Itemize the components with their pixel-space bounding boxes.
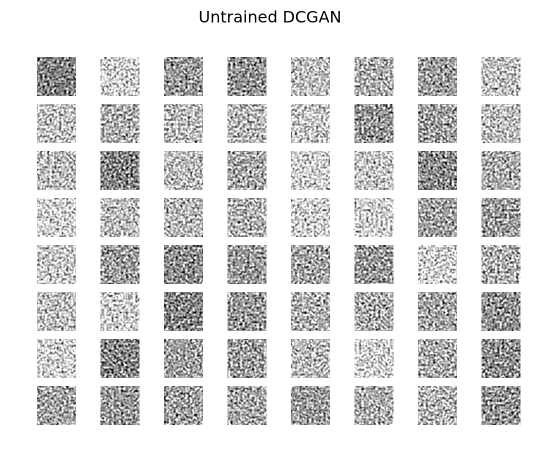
- generated-image: [164, 292, 203, 331]
- generated-image: [481, 57, 521, 96]
- generated-image: [291, 339, 330, 378]
- generated-image: [354, 339, 394, 378]
- generated-image: [227, 151, 267, 190]
- generated-image: [354, 104, 394, 143]
- generated-image: [37, 104, 76, 143]
- generated-image: [164, 198, 203, 237]
- generated-image: [164, 57, 203, 96]
- generated-image: [37, 292, 76, 331]
- generated-image: [37, 57, 76, 96]
- generated-image: [164, 104, 203, 143]
- generated-image: [291, 245, 330, 284]
- generated-image: [418, 151, 457, 190]
- generated-image: [164, 245, 203, 284]
- figure-title: Untrained DCGAN: [199, 8, 342, 27]
- generated-image: [291, 386, 330, 425]
- generated-image: [227, 339, 267, 378]
- generated-image: [227, 386, 267, 425]
- generated-image: [37, 151, 76, 190]
- generated-image: [418, 339, 457, 378]
- generated-image: [291, 292, 330, 331]
- generated-image: [227, 245, 267, 284]
- generated-image: [418, 292, 457, 331]
- generated-image: [418, 386, 457, 425]
- generated-image: [164, 151, 203, 190]
- generated-image: [227, 292, 267, 331]
- generated-image: [291, 151, 330, 190]
- generated-image: [227, 104, 267, 143]
- generated-image: [37, 386, 76, 425]
- generated-image: [100, 198, 140, 237]
- generated-image: [37, 198, 76, 237]
- generated-image: [354, 57, 394, 96]
- generated-image: [100, 245, 140, 284]
- generated-image: [418, 57, 457, 96]
- generated-image: [481, 386, 521, 425]
- generated-image: [418, 104, 457, 143]
- generated-image: [481, 339, 521, 378]
- generated-image: [418, 245, 457, 284]
- generated-image: [354, 245, 394, 284]
- generated-image: [164, 386, 203, 425]
- generated-image: [291, 198, 330, 237]
- generated-image: [291, 57, 330, 96]
- generated-image: [354, 292, 394, 331]
- generated-image: [100, 57, 140, 96]
- generated-image: [100, 339, 140, 378]
- generated-image: [481, 245, 521, 284]
- generated-image: [100, 292, 140, 331]
- generated-image: [37, 339, 76, 378]
- generated-image: [164, 339, 203, 378]
- generated-image: [37, 245, 76, 284]
- generated-image: [354, 151, 394, 190]
- generated-image: [481, 198, 521, 237]
- generated-image: [354, 198, 394, 237]
- generated-image: [481, 292, 521, 331]
- generated-image: [481, 151, 521, 190]
- generated-image: [481, 104, 521, 143]
- generated-image: [354, 386, 394, 425]
- generated-image: [100, 386, 140, 425]
- generated-image: [100, 151, 140, 190]
- generated-image: [100, 104, 140, 143]
- generated-image: [227, 198, 267, 237]
- generated-image: [291, 104, 330, 143]
- generated-image: [418, 198, 457, 237]
- generated-image: [227, 57, 267, 96]
